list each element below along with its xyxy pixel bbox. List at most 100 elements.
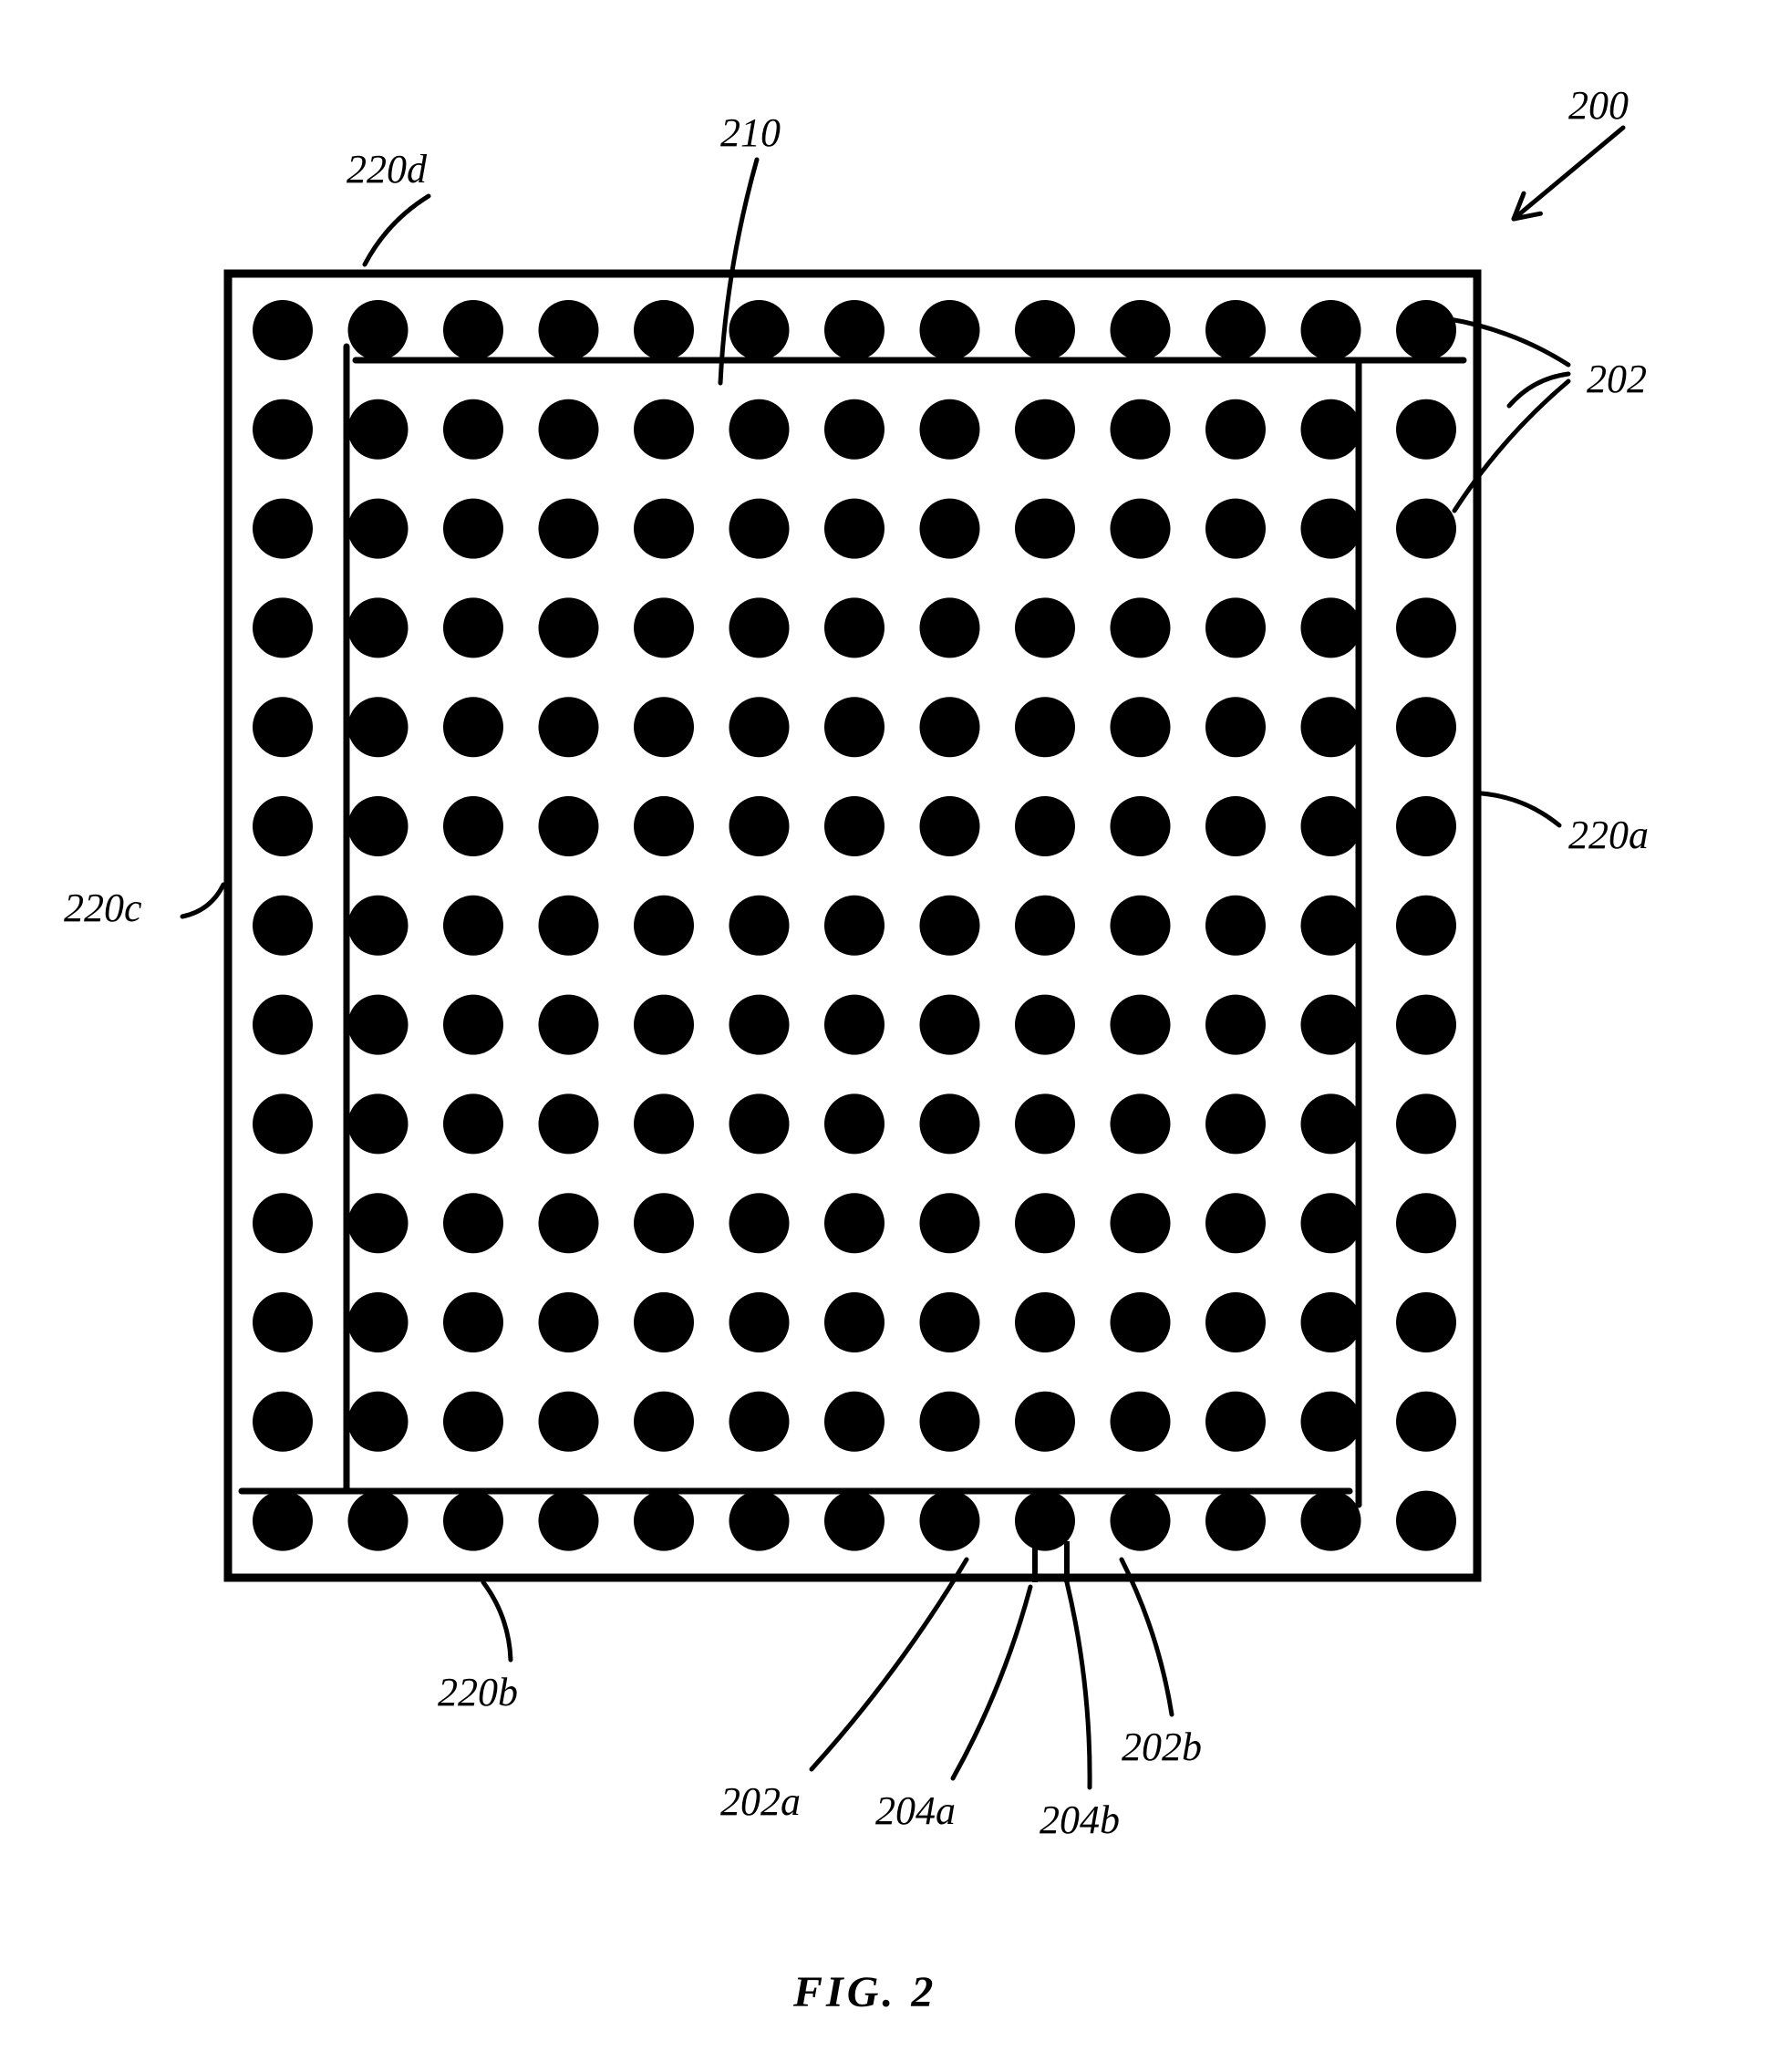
solder-ball — [1396, 1292, 1456, 1352]
leader-ref_220b-0 — [483, 1582, 511, 1660]
solder-ball — [729, 1093, 790, 1154]
solder-ball — [920, 300, 980, 360]
solder-ball — [920, 1491, 980, 1551]
solder-ball — [1015, 597, 1075, 658]
solder-ball — [253, 499, 313, 559]
label-ref_220c: 220c — [64, 886, 142, 930]
solder-ball — [824, 995, 884, 1055]
solder-ball — [1301, 499, 1361, 559]
solder-ball — [1396, 399, 1456, 460]
solder-ball — [824, 399, 884, 460]
solder-ball — [729, 1292, 790, 1352]
solder-ball — [1301, 796, 1361, 856]
solder-ball — [634, 697, 694, 757]
solder-ball — [824, 796, 884, 856]
solder-ball — [1301, 995, 1361, 1055]
solder-ball — [253, 1491, 313, 1551]
solder-ball — [1205, 896, 1266, 956]
solder-ball — [920, 796, 980, 856]
solder-ball — [634, 399, 694, 460]
solder-ball — [1111, 300, 1171, 360]
solder-ball — [1205, 399, 1266, 460]
solder-ball — [348, 1491, 409, 1551]
solder-ball — [634, 1193, 694, 1253]
solder-ball — [253, 597, 313, 658]
solder-ball — [253, 1093, 313, 1154]
solder-ball — [1015, 995, 1075, 1055]
solder-ball — [539, 1491, 599, 1551]
label-ref_202b: 202b — [1122, 1725, 1202, 1769]
solder-ball — [729, 1392, 790, 1452]
solder-ball — [539, 499, 599, 559]
solder-ball — [1111, 995, 1171, 1055]
solder-ball — [1205, 300, 1266, 360]
leader-ref_220a-0 — [1482, 793, 1559, 825]
solder-ball — [253, 896, 313, 956]
label-ref_202a: 202a — [720, 1779, 801, 1824]
solder-ball — [1301, 1093, 1361, 1154]
label-ref_220d: 220d — [347, 147, 428, 192]
solder-ball — [634, 300, 694, 360]
leader-ref_202b-0 — [1122, 1559, 1172, 1715]
solder-ball — [729, 399, 790, 460]
solder-ball — [1111, 399, 1171, 460]
solder-ball — [1015, 1392, 1075, 1452]
solder-ball — [920, 597, 980, 658]
solder-ball — [348, 597, 409, 658]
solder-ball — [443, 597, 503, 658]
label-ref_200: 200 — [1568, 83, 1629, 128]
solder-ball — [1396, 796, 1456, 856]
solder-ball — [634, 1491, 694, 1551]
solder-ball — [920, 896, 980, 956]
solder-ball — [348, 1292, 409, 1352]
solder-ball — [1111, 697, 1171, 757]
solder-ball — [348, 1392, 409, 1452]
solder-ball — [1111, 1491, 1171, 1551]
solder-ball — [824, 1093, 884, 1154]
solder-ball — [824, 697, 884, 757]
solder-ball — [348, 697, 409, 757]
solder-ball — [920, 1193, 980, 1253]
solder-ball — [1205, 1392, 1266, 1452]
solder-ball — [1015, 399, 1075, 460]
solder-ball — [1396, 499, 1456, 559]
solder-ball — [634, 597, 694, 658]
solder-ball — [443, 1491, 503, 1551]
solder-ball — [729, 597, 790, 658]
solder-ball — [1205, 1491, 1266, 1551]
solder-ball — [1396, 300, 1456, 360]
solder-ball — [1111, 796, 1171, 856]
solder-ball — [443, 1093, 503, 1154]
solder-ball — [1111, 1093, 1171, 1154]
solder-ball — [1015, 499, 1075, 559]
solder-ball — [443, 1193, 503, 1253]
solder-ball — [1015, 796, 1075, 856]
solder-ball — [253, 796, 313, 856]
solder-ball — [1111, 1292, 1171, 1352]
solder-ball — [253, 1292, 313, 1352]
solder-ball — [634, 499, 694, 559]
solder-ball — [253, 399, 313, 460]
solder-ball — [539, 796, 599, 856]
solder-ball — [539, 896, 599, 956]
solder-ball — [1015, 896, 1075, 956]
solder-ball — [1111, 597, 1171, 658]
solder-ball — [1301, 597, 1361, 658]
solder-ball — [1396, 1193, 1456, 1253]
solder-ball — [729, 896, 790, 956]
solder-ball — [539, 697, 599, 757]
solder-ball — [729, 995, 790, 1055]
solder-ball — [1301, 399, 1361, 460]
solder-ball — [1396, 896, 1456, 956]
solder-ball — [253, 995, 313, 1055]
solder-ball — [1205, 499, 1266, 559]
solder-ball — [729, 796, 790, 856]
label-ref_204a: 204a — [875, 1788, 956, 1833]
solder-ball — [920, 1093, 980, 1154]
solder-ball — [824, 1392, 884, 1452]
solder-ball — [1205, 697, 1266, 757]
figure-svg: 200202210220a220b220c220d202a202b204a204… — [0, 0, 1769, 2072]
solder-ball — [443, 896, 503, 956]
leader-ref_220c-0 — [182, 885, 223, 917]
solder-ball — [1015, 697, 1075, 757]
